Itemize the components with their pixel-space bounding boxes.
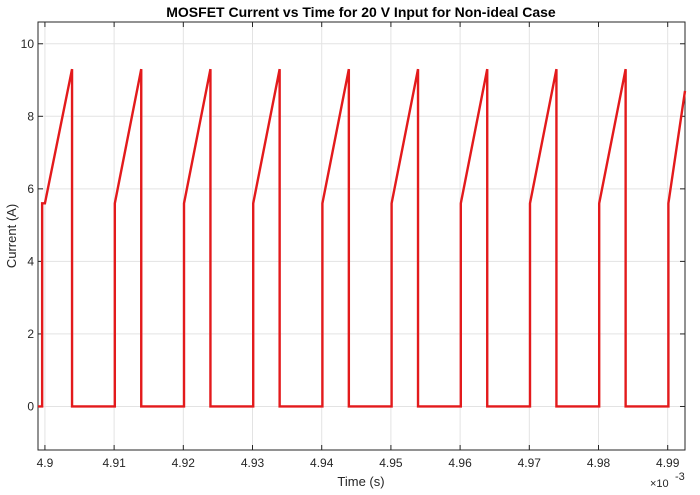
y-tick-label: 4	[27, 254, 34, 268]
chart-title: MOSFET Current vs Time for 20 V Input fo…	[166, 4, 556, 20]
y-axis-label: Current (A)	[4, 204, 19, 268]
y-tick-label: 10	[21, 37, 35, 51]
y-ticks: 0 2 4 6 8 10	[21, 37, 685, 413]
y-tick-label: 2	[27, 327, 34, 341]
series-line-current	[38, 68, 687, 408]
plot-area	[38, 22, 685, 450]
x-tick-label: 4.95	[379, 456, 403, 470]
x-tick-label: 4.96	[448, 456, 472, 470]
series-group	[38, 68, 687, 408]
x-ticks: 4.9 4.91 4.92 4.93 4.94 4.95 4.96 4.97 4.98 4.99	[37, 22, 680, 470]
x-tick-label: 4.99	[656, 456, 680, 470]
x-tick-label: 4.97	[518, 456, 542, 470]
y-tick-label: 0	[27, 399, 34, 413]
axes-frame	[37, 21, 686, 451]
x-tick-label: 4.93	[241, 456, 265, 470]
y-tick-label: 8	[27, 109, 34, 123]
x-tick-label: 4.91	[102, 456, 126, 470]
y-tick-label: 6	[27, 182, 34, 196]
x-tick-label: 4.94	[310, 456, 334, 470]
axes-box	[37, 21, 686, 451]
x-axis-label: Time (s)	[337, 474, 384, 489]
x-tick-label: 4.92	[172, 456, 196, 470]
x-exponent-power: -3	[675, 471, 685, 483]
x-exponent-base: ×10	[650, 478, 669, 490]
x-tick-label: 4.98	[587, 456, 611, 470]
x-tick-label: 4.9	[37, 456, 54, 470]
